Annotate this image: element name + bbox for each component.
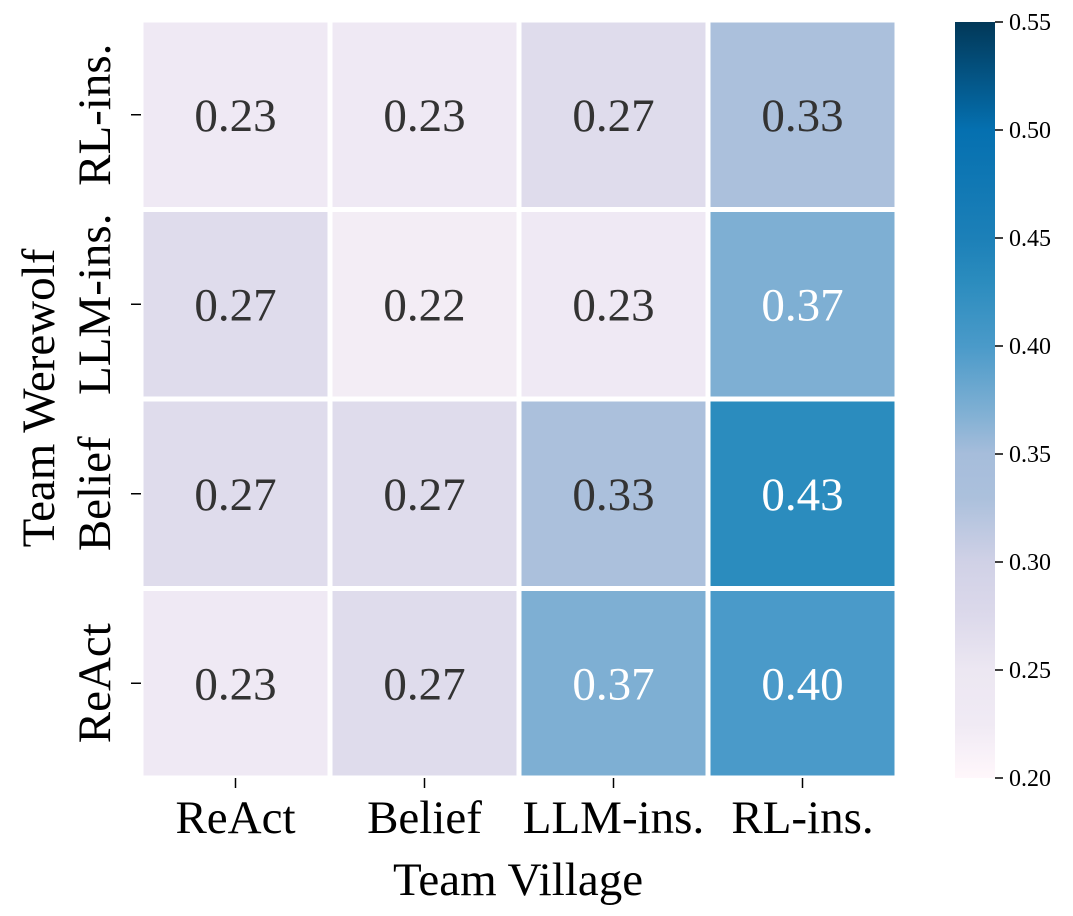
- heatmap-cell: [705, 586, 900, 781]
- colorbar-tick-label: 0.30: [1009, 550, 1051, 576]
- heatmap-cell-value: 0.23: [194, 658, 276, 710]
- heatmap-cell-value: 0.23: [383, 90, 465, 142]
- y-tick-label: LLM-ins.: [69, 214, 121, 395]
- colorbar: 0.20 0.25 0.30 0.35 0.40 0.45 0.50 0.55: [955, 10, 1051, 792]
- heatmap-cell-value: 0.27: [383, 469, 465, 521]
- heatmap-cell-value: 0.27: [194, 279, 276, 331]
- colorbar-tick-label: 0.35: [1009, 442, 1051, 468]
- heatmap-cell-value: 0.23: [572, 279, 654, 331]
- heatmap-cells: [138, 17, 900, 781]
- y-tick-label: RL-ins.: [69, 44, 121, 186]
- heatmap-cell-value: 0.23: [194, 90, 276, 142]
- colorbar-tick-label: 0.55: [1009, 10, 1051, 36]
- x-axis-title: Team Village: [393, 854, 643, 906]
- heatmap-cell: [327, 586, 522, 781]
- x-axis: ReAct Belief LLM-ins. RL-ins.: [175, 778, 874, 844]
- heatmap-cell: [705, 207, 900, 402]
- heatmap-cell-value: 0.27: [572, 90, 654, 142]
- heatmap-cell-value: 0.22: [383, 279, 465, 331]
- y-tick-label: Belief: [69, 436, 121, 551]
- colorbar-tick-label: 0.40: [1009, 334, 1051, 360]
- heatmap-cell-value: 0.27: [194, 469, 276, 521]
- colorbar-tick-label: 0.50: [1009, 118, 1051, 144]
- heatmap-cell: [705, 396, 900, 591]
- colorbar-tick-label: 0.25: [1009, 658, 1051, 684]
- colorbar-tick-label: 0.20: [1009, 766, 1051, 792]
- y-axis: RL-ins. LLM-ins. Belief ReAct: [69, 44, 141, 743]
- y-axis-title: Team Werewolf: [13, 248, 65, 547]
- heatmap-cell-value: 0.37: [761, 279, 843, 331]
- colorbar-ticks: 0.20 0.25 0.30 0.35 0.40 0.45 0.50 0.55: [995, 10, 1051, 792]
- heatmap-cell: [327, 207, 522, 402]
- heatmap-cell-value: 0.43: [761, 469, 843, 521]
- x-tick-label: ReAct: [175, 792, 295, 844]
- heatmap-cell: [327, 17, 522, 212]
- colorbar-gradient: [955, 22, 995, 778]
- colorbar-tick-label: 0.45: [1009, 226, 1051, 252]
- heatmap-cell-value: 0.33: [761, 90, 843, 142]
- heatmap-cell: [705, 17, 900, 212]
- x-tick-label: RL-ins.: [731, 792, 873, 844]
- heatmap-cell-value: 0.40: [761, 658, 843, 710]
- heatmap-cell-labels: 0.23 0.23 0.27 0.33 0.27 0.22 0.23 0.37 0.27 0.27…: [194, 90, 843, 711]
- y-tick-label: ReAct: [69, 623, 121, 743]
- heatmap-cell-value: 0.27: [383, 658, 465, 710]
- heatmap-cell-value: 0.37: [572, 658, 654, 710]
- heatmap-cell-value: 0.33: [572, 469, 654, 521]
- x-tick-label: Belief: [367, 792, 482, 844]
- x-tick-label: LLM-ins.: [523, 792, 704, 844]
- heatmap-cell: [327, 396, 522, 591]
